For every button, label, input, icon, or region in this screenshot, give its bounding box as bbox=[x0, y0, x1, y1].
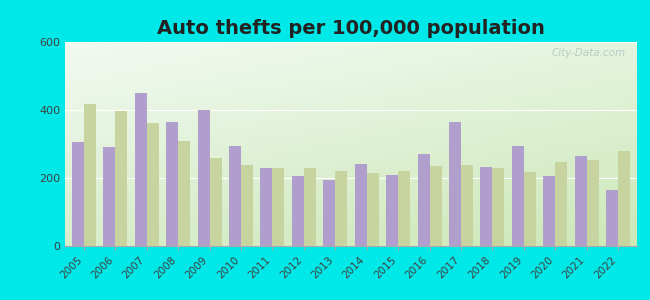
Bar bbox=[618, 151, 630, 246]
Bar bbox=[135, 93, 147, 246]
Bar bbox=[335, 171, 347, 246]
Bar bbox=[198, 110, 209, 246]
Bar bbox=[555, 162, 567, 246]
Title: Auto thefts per 100,000 population: Auto thefts per 100,000 population bbox=[157, 19, 545, 38]
Bar bbox=[461, 165, 473, 246]
Bar bbox=[178, 141, 190, 246]
Bar bbox=[398, 171, 410, 246]
Text: City-Data.com: City-Data.com bbox=[551, 48, 625, 58]
Bar bbox=[103, 147, 115, 246]
Bar bbox=[147, 123, 159, 246]
Bar bbox=[355, 164, 367, 246]
Bar bbox=[261, 169, 272, 246]
Bar bbox=[272, 168, 284, 246]
Bar bbox=[493, 169, 504, 246]
Bar bbox=[430, 166, 441, 246]
Bar bbox=[304, 168, 316, 246]
Bar bbox=[166, 122, 178, 246]
Bar bbox=[606, 190, 618, 246]
Bar bbox=[587, 160, 599, 246]
Bar bbox=[449, 122, 461, 246]
Bar bbox=[241, 165, 253, 246]
Bar bbox=[386, 175, 398, 246]
Bar bbox=[84, 104, 96, 246]
Bar bbox=[209, 158, 222, 246]
Bar bbox=[512, 146, 524, 246]
Bar bbox=[292, 176, 304, 246]
Bar bbox=[229, 146, 241, 246]
Bar bbox=[115, 111, 127, 246]
Bar bbox=[543, 176, 555, 246]
Bar bbox=[524, 172, 536, 246]
Bar bbox=[367, 172, 379, 246]
Bar bbox=[575, 156, 587, 246]
Bar bbox=[480, 167, 493, 246]
Bar bbox=[323, 180, 335, 246]
Bar bbox=[72, 142, 84, 246]
Bar bbox=[418, 154, 430, 246]
